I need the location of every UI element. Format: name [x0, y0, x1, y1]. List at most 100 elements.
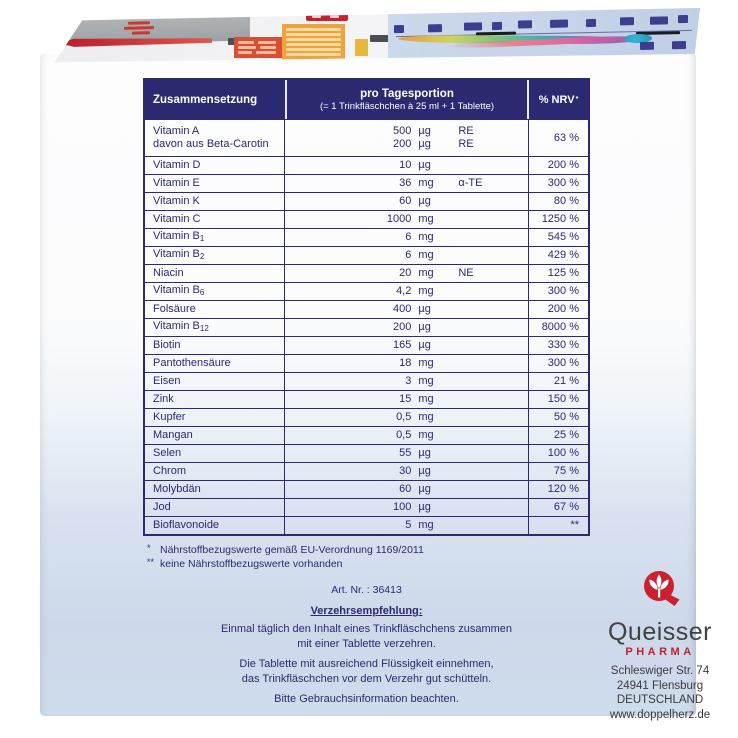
amount-cell: 500 µg RE 200 µg RE — [285, 120, 529, 156]
amount-value: 4,2 — [396, 285, 412, 297]
footnote-text: Nährstoffbezugswerte gemäß EU-Verordnung… — [160, 544, 424, 556]
print-line — [312, 15, 321, 18]
top-text-block — [640, 41, 654, 50]
top-blue-panel — [388, 8, 700, 62]
amount-line: 0,5 mg — [285, 411, 528, 424]
print-line — [286, 53, 341, 56]
nutrient-label: Molybdän — [153, 483, 201, 495]
amount-value: 55 — [399, 447, 412, 459]
amount-line: 6 mg — [285, 249, 528, 262]
dosage-recommendation: Verzehrsempfehlung: Einmal täglich den I… — [130, 604, 603, 712]
footnote-line: ** keine Nährstoffbezugswerte vorhanden — [147, 557, 594, 572]
top-red-print-mark — [128, 21, 150, 25]
amount-cell: 100 µg — [285, 499, 529, 516]
table-row: Vitamin C 1000 mg 1250 % — [145, 210, 588, 228]
amount-value: 1000 — [386, 213, 412, 225]
amount-unit: µg — [418, 339, 431, 351]
nutrient-label: Folsäure — [153, 303, 196, 315]
top-text-block — [620, 17, 634, 26]
article-number: Art. Nr. : 36413 — [331, 584, 402, 596]
dosage-line: Die Tablette mit ausreichend Flüssigkeit… — [239, 658, 494, 670]
header-per-portion: pro Tagesportion (= 1 Trinkfläschchen à … — [285, 80, 529, 119]
amount-cell: 30 µg — [285, 463, 529, 480]
nrv-cell: 120 % — [547, 483, 579, 495]
table-row: Selen 55 µg 100 % — [145, 444, 588, 462]
brand-name: Queisser — [607, 618, 713, 646]
top-red-label — [306, 12, 348, 21]
dosage-paragraphs: Einmal täglich den Inhalt eines Trinkflä… — [130, 622, 603, 707]
amount-value: 0,5 — [396, 411, 412, 423]
top-orange-mini-table — [282, 24, 345, 60]
amount-value: 165 — [393, 339, 412, 351]
amount-line: 60 µg — [285, 195, 528, 208]
top-red-mini-table — [234, 37, 282, 58]
table-row: Vitamin K 60 µg 80 % — [145, 192, 588, 210]
footnote-line: * Nährstoffbezugswerte gemäß EU-Verordnun… — [147, 543, 594, 558]
amount-cell: 15 mg — [285, 391, 529, 408]
nutrient-name-cell: Bioflavonoide — [145, 517, 285, 534]
nrv-cell: 25 % — [553, 429, 579, 441]
nrv-cell: 8000 % — [541, 321, 579, 333]
amount-line: 6 mg — [285, 231, 528, 244]
amount-value: 20 — [399, 267, 412, 279]
amount-cell: 0,5 mg — [285, 427, 529, 444]
nutrient-label: Selen — [153, 447, 182, 459]
amount-unit: mg — [418, 429, 434, 441]
amount-value: 30 — [399, 465, 412, 477]
nutrient-label: Niacin — [153, 267, 184, 279]
nutrient-name-cell: Vitamin D — [145, 157, 285, 174]
print-line — [238, 41, 254, 44]
nutrient-label: Vitamin C — [153, 213, 201, 225]
amount-value: 6 — [405, 231, 412, 243]
dosage-paragraph: Bitte Gebrauchsinformation beachten. — [130, 692, 603, 707]
nutrient-name-cell: Pantothensäure — [145, 355, 285, 372]
amount-cell: 55 µg — [285, 445, 529, 462]
amount-value: 5 — [405, 519, 412, 531]
top-text-block — [518, 20, 532, 29]
nutrient-name-cell: Vitamin B2 — [145, 247, 285, 264]
top-text-block — [678, 15, 688, 24]
amount-unit: µg — [418, 447, 431, 459]
nutrient-label-subscript: 1 — [199, 234, 205, 243]
amount-cell: 60 µg — [285, 193, 529, 210]
top-red-print-mark — [132, 31, 150, 35]
amount-unit: µg — [418, 321, 431, 333]
nutrient-name-cell: Molybdän — [145, 481, 285, 498]
amount-unit: mg — [418, 213, 434, 225]
nutrient-name: Vitamin E — [153, 177, 284, 190]
amount-value: 60 — [399, 483, 412, 495]
nutrient-name: Eisen — [153, 375, 284, 388]
nutrient-name-cell: Niacin — [145, 265, 285, 282]
nutrient-label: Vitamin B — [153, 248, 200, 260]
nrv-cell: 1250 % — [541, 213, 579, 225]
nutrient-name: Niacin — [153, 267, 284, 280]
amount-unit: µg — [418, 125, 431, 137]
amount-line: 18 mg — [285, 357, 528, 370]
nrv-cell: 429 % — [547, 249, 579, 261]
amount-line: 10 µg — [285, 159, 528, 172]
nutrition-table-header: Zusammensetzung pro Tagesportion (= 1 Tr… — [145, 80, 588, 119]
nutrient-name-cell: Vitamin B12 — [145, 319, 285, 336]
table-row: Vitamin B1 6 mg 545 % — [145, 228, 588, 246]
amount-line: 3 mg — [285, 375, 528, 388]
top-red-print-mark — [124, 26, 154, 30]
amount-unit: mg — [418, 357, 434, 369]
nutrient-label: Pantothensäure — [153, 357, 231, 369]
amount-line: 60 µg — [285, 483, 528, 496]
queisser-logo-icon — [638, 568, 682, 614]
amount-suffix: NE — [458, 267, 474, 279]
header-composition: Zusammensetzung — [153, 93, 258, 106]
nutrient-label: Vitamin A — [153, 125, 200, 137]
top-text-block — [550, 19, 568, 28]
amount-suffix: RE — [458, 125, 474, 137]
amount-unit: µg — [418, 303, 431, 315]
amount-value: 6 — [405, 249, 412, 261]
nutrient-label: Vitamin B — [153, 284, 200, 296]
nrv-cell: 100 % — [547, 447, 579, 459]
nutrient-name: Folsäure — [153, 303, 284, 316]
nutrient-name: Vitamin K — [153, 195, 284, 208]
nutrient-label: Mangan — [153, 429, 193, 441]
top-text-block — [492, 21, 502, 30]
print-line — [258, 41, 276, 44]
